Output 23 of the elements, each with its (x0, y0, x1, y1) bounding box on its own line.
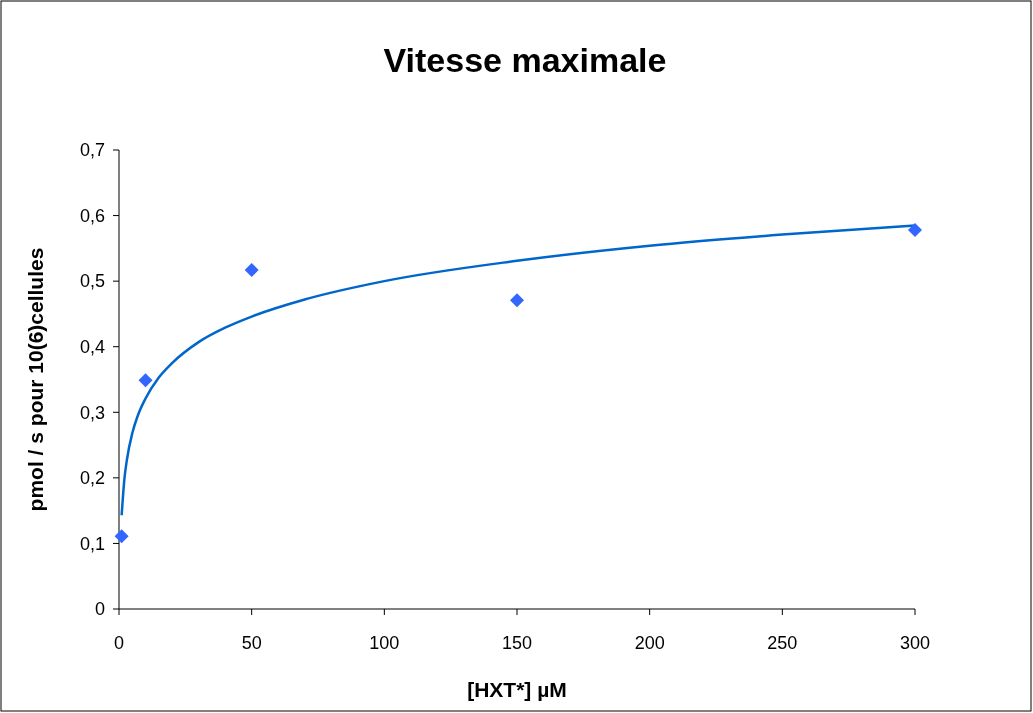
x-tick-label: 50 (241, 633, 262, 653)
chart-title: Vitesse maximale (383, 41, 667, 79)
point (138, 373, 153, 388)
x-tick-label: 0 (113, 633, 125, 653)
x-axis-title: [HXT*] µM (467, 678, 567, 701)
y-tick-label: 0,7 (79, 140, 105, 161)
y-tick-label: 0,6 (79, 205, 105, 226)
point (510, 293, 524, 308)
x-tick-label: 200 (634, 633, 665, 653)
y-tick-label: 0,4 (79, 337, 105, 358)
y-tick-label: 0,3 (79, 402, 105, 423)
y-tick-label: 0,1 (79, 533, 105, 554)
y-tick-label: 0,5 (79, 271, 105, 292)
x-tick-label: 250 (767, 633, 798, 653)
point (908, 223, 922, 237)
y-tick-label: 0,2 (79, 468, 105, 489)
x-tick-label: 150 (501, 633, 533, 653)
y-tick-label: 0 (94, 599, 105, 620)
point (114, 529, 129, 544)
point (244, 263, 259, 277)
y-axis-title: pmol / s pour 10(6)cellules (24, 247, 47, 512)
x-tick-label: 300 (899, 633, 931, 653)
x-tick-label: 100 (369, 633, 400, 653)
